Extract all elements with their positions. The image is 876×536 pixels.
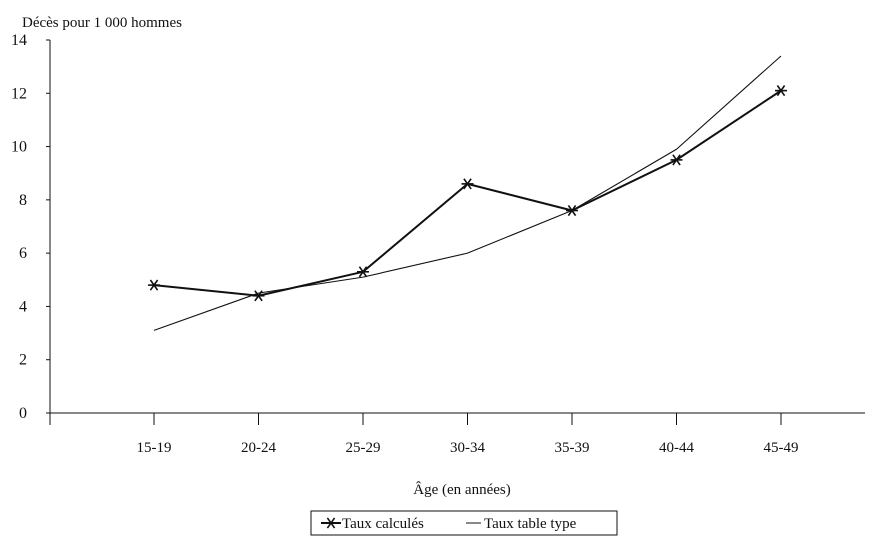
legend-star-marker: [325, 517, 337, 529]
y-tick-label: 6: [19, 245, 27, 262]
legend-entry-taux-calcules: Taux calculés: [321, 516, 424, 532]
axes: [46, 39, 865, 425]
y-tick-label: 2: [19, 352, 27, 369]
legend-label-taux-calcules: Taux calculés: [342, 516, 424, 532]
legend-entry-taux-table-type: Taux table type: [466, 516, 577, 532]
y-tick-label: 4: [19, 298, 27, 315]
y-tick-label: 8: [19, 192, 27, 209]
y-tick-label: 12: [11, 85, 27, 102]
legend-box: [310, 510, 618, 536]
data-point-star: [670, 154, 683, 166]
series-line-taux-calcules: [153, 89, 782, 297]
x-tick-label: 20-24: [241, 440, 276, 456]
series-line-taux-table-type: [153, 55, 782, 331]
data-point-star: [461, 178, 474, 190]
x-axis-label: Âge (en années): [413, 481, 510, 498]
data-point-star: [357, 266, 369, 278]
x-tick-label: 30-34: [450, 440, 485, 456]
x-tick-label: 35-39: [555, 440, 590, 456]
x-tick-label: 25-29: [346, 440, 381, 456]
legend: Taux calculés Taux table type: [310, 510, 618, 536]
y-tick-label: 14: [11, 32, 27, 49]
y-tick-label: 10: [11, 139, 27, 156]
x-tick-label: 40-44: [659, 440, 694, 456]
y-tick-label: 0: [19, 405, 27, 422]
x-tick-labels: 15-19 20-24 25-29 30-34 35-39 40-44 45-49: [137, 440, 799, 456]
data-point-star: [775, 85, 787, 97]
legend-label-taux-table-type: Taux table type: [484, 516, 577, 532]
y-tick-labels: 0 2 4 6 8 10 12 14: [11, 32, 27, 422]
legend-star: [325, 517, 337, 529]
y-axis-label: Décès pour 1 000 hommes: [22, 15, 182, 31]
x-tick-label: 45-49: [764, 440, 799, 456]
data-point-star: [148, 279, 160, 291]
x-tick-label: 15-19: [137, 440, 172, 456]
series-layer: [148, 55, 787, 331]
